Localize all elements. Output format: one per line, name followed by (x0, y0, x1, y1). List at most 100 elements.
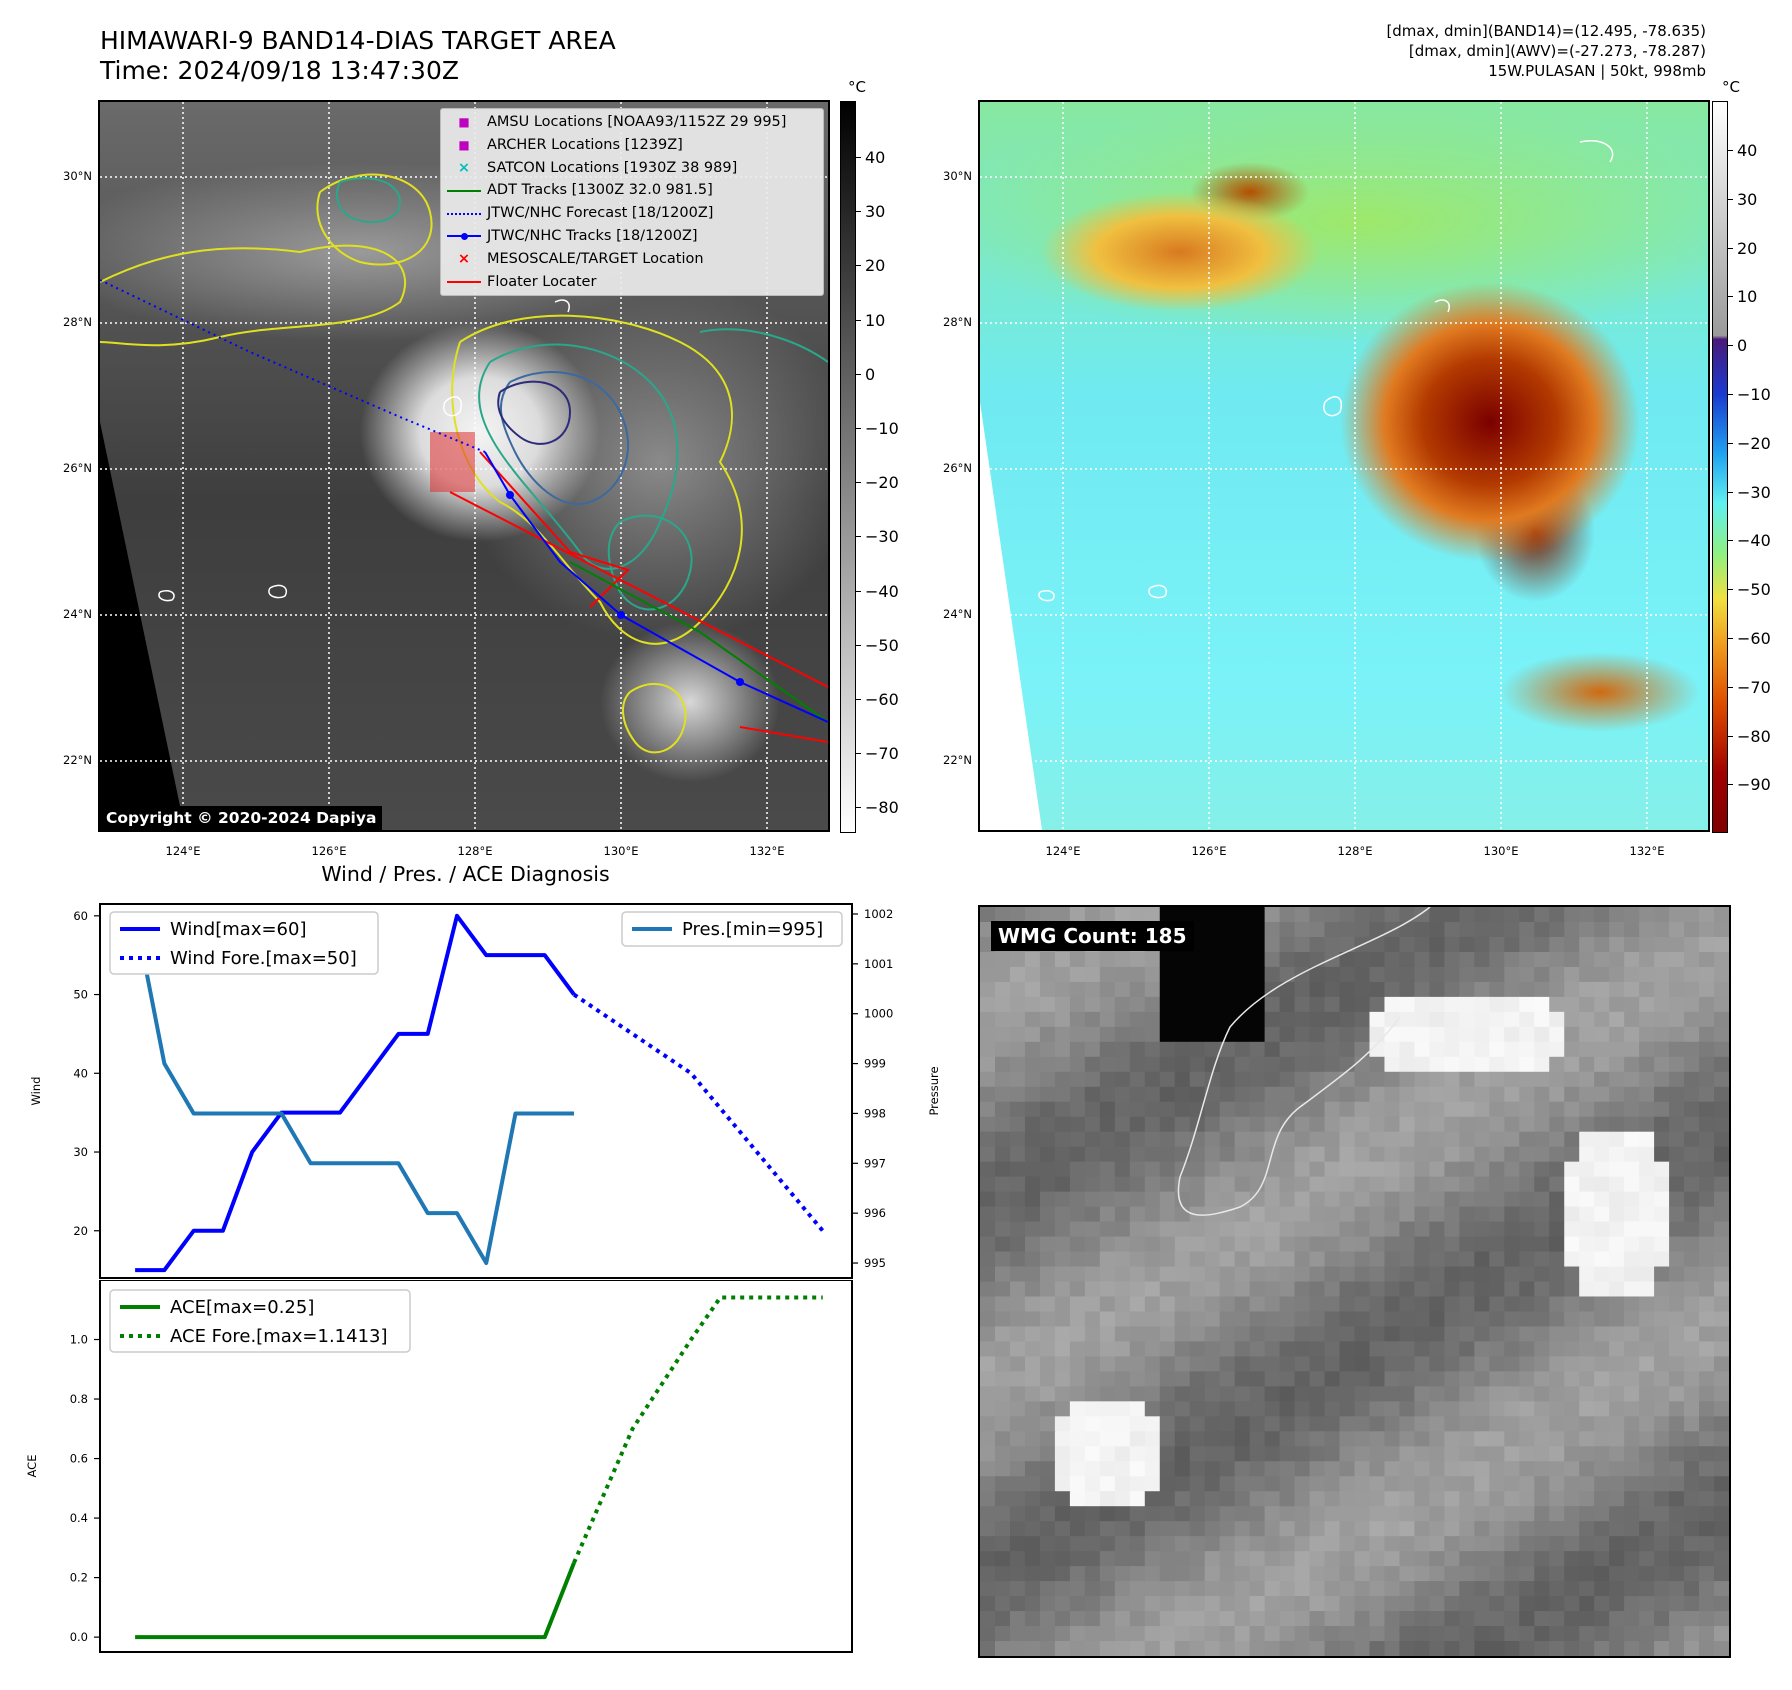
colorbar-tick-label: −80 (865, 798, 899, 818)
colorbar-tick-label: 10 (865, 310, 886, 330)
wind-y-tick-label: 50 (73, 988, 88, 1002)
lon-tick-label: 128°E (457, 844, 493, 858)
series-line-0 (135, 913, 576, 1273)
ace-legend (109, 1289, 411, 1353)
band14-colorbar-unit: °C (848, 78, 866, 96)
pressure-y-tick-label: 997 (864, 1156, 886, 1170)
lat-tick-label: 28°N (943, 315, 972, 329)
legend-item-target: × MESOSCALE/TARGET Location (441, 248, 823, 271)
figure-title-line2: Time: 2024/09/18 13:47:30Z (100, 56, 459, 85)
colorbar-tick-label: 10 (1737, 287, 1758, 307)
wind-y-tick-label: 20 (73, 1224, 88, 1238)
colorbar-tick-label: −80 (1737, 726, 1771, 746)
ace-y-tick-label: 0.4 (70, 1511, 88, 1525)
legend-item-adt: ADT Tracks [1300Z 32.0 981.5] (441, 179, 823, 202)
pressure-legend (621, 911, 843, 947)
colorbar-tick (1728, 638, 1733, 639)
jtwc-forecast-line (100, 279, 486, 453)
colorbar-tick (1728, 442, 1733, 444)
colorbar-tick-label: −60 (1737, 629, 1771, 648)
wmg-panel: WMG Count: 185 (978, 905, 1731, 1658)
lat-tick-label: 30°N (63, 169, 92, 183)
line-marker-icon (441, 280, 487, 283)
colorbar-tick (856, 373, 861, 375)
lat-tick-label: 26°N (943, 461, 972, 475)
wind-legend (109, 911, 379, 975)
pressure-y-tick-label: 1001 (864, 957, 893, 971)
band14-colorbar (840, 101, 856, 833)
diagnosis-title: Wind / Pres. / ACE Diagnosis (321, 862, 610, 886)
coastlines (158, 299, 570, 602)
no-data-region (100, 422, 185, 830)
legend-item-floater: Floater Locater (441, 271, 823, 294)
wind-pressure-chart: 20 30 40 50 60 995 996 997 998 999 1000 1001 1002 Win… (29, 903, 941, 1279)
colorbar-tick (856, 590, 861, 592)
legend-item-jtwc-forecast: JTWC/NHC Forecast [18/1200Z] (441, 202, 823, 225)
colorbar-tick (1728, 198, 1733, 200)
lon-tick-label: 126°E (1191, 844, 1227, 858)
colorbar-tick (856, 753, 861, 755)
ace-y-tick-label: 0.0 (70, 1630, 88, 1644)
ace-series-line-1 (572, 1295, 823, 1564)
colorbar-tick-label: 40 (1737, 141, 1758, 160)
pressure-y-tick-label: 996 (864, 1206, 886, 1220)
colorbar-tick-label: −20 (1737, 433, 1771, 453)
lon-tick-label: 132°E (1629, 844, 1665, 858)
colorbar-tick (1728, 345, 1733, 347)
wmg-pixel-image (980, 907, 1729, 1656)
band14-map: ■ AMSU Locations [NOAA93/1152Z 29 995] ■… (98, 100, 830, 832)
legend-item-satcon: × SATCON Locations [1930Z 38 989] (441, 157, 823, 180)
legend-item-amsu: ■ AMSU Locations [NOAA93/1152Z 29 995] (441, 111, 823, 134)
square-marker-icon: ■ (458, 115, 470, 129)
ace-chart: 0.0 0.2 0.4 0.6 0.8 1.0 ACE ACE[max=0.25] ACE Fo… (25, 1280, 853, 1653)
series-line-1 (572, 992, 825, 1233)
dotted-line-icon (441, 212, 487, 215)
ace-y-tick-label: 0.6 (70, 1452, 88, 1466)
x-marker-icon: × (457, 250, 471, 267)
map-gridlines (980, 102, 1708, 830)
lat-tick-label: 26°N (63, 461, 92, 475)
ace-series-line-0 (135, 1561, 576, 1640)
pressure-y-tick-label: 999 (864, 1057, 886, 1071)
colorbar-tick-label: −40 (865, 581, 899, 601)
colorbar-tick-label: −70 (865, 744, 899, 764)
lon-tick-label: 128°E (1337, 844, 1373, 858)
colorbar-tick-label: 20 (865, 256, 886, 276)
no-data-region (980, 402, 1042, 830)
colorbar-tick-label: 20 (1737, 238, 1758, 258)
wind-axis-label: Wind (29, 1077, 43, 1106)
pressure-axis-label: Pressure (927, 1066, 941, 1115)
colorbar-tick (856, 807, 861, 809)
wmg-count-label: WMG Count: 185 (991, 921, 1194, 951)
ace-y-tick-label: 0.2 (70, 1571, 88, 1585)
pressure-y-tick-label: 995 (864, 1256, 886, 1270)
lat-tick-label: 24°N (943, 607, 972, 621)
colorbar-tick-label: 40 (865, 148, 886, 167)
pressure-y-tick-label: 998 (864, 1106, 886, 1120)
lon-tick-label: 130°E (603, 844, 639, 858)
coastlines (1038, 140, 1614, 602)
colorbar-tick-label: −90 (1737, 775, 1771, 795)
colorbar-tick (856, 699, 861, 700)
colorbar-tick (1728, 540, 1733, 542)
colorbar-tick-label: −30 (1737, 482, 1771, 502)
colorbar-tick (1728, 784, 1733, 786)
awv-map (978, 100, 1710, 832)
colorbar-tick-label: −10 (1737, 385, 1771, 404)
lon-tick-label: 124°E (1045, 844, 1081, 858)
info-band14-range: [dmax, dmin](BAND14)=(12.495, -78.635) (1386, 22, 1706, 40)
colorbar-tick (1728, 686, 1733, 688)
colorbar-tick-label: 30 (1737, 189, 1758, 209)
pressure-y-tick-label: 1002 (864, 907, 893, 921)
colorbar-tick-label: −40 (1737, 531, 1771, 551)
colorbar-tick (856, 265, 861, 267)
legend-ace-fore-label: ACE Fore.[max=1.1413] (170, 1326, 388, 1347)
figure-title-line1: HIMAWARI-9 BAND14-DIAS TARGET AREA (100, 26, 616, 55)
wind-y-tick-label: 30 (73, 1145, 88, 1159)
target-area-box (430, 432, 475, 492)
colorbar-tick-label: −30 (865, 527, 899, 547)
lon-tick-label: 126°E (311, 844, 347, 858)
wmg-coastline (1177, 907, 1431, 1216)
colorbar-tick (856, 482, 861, 484)
legend-ace-label: ACE[max=0.25] (170, 1297, 314, 1318)
